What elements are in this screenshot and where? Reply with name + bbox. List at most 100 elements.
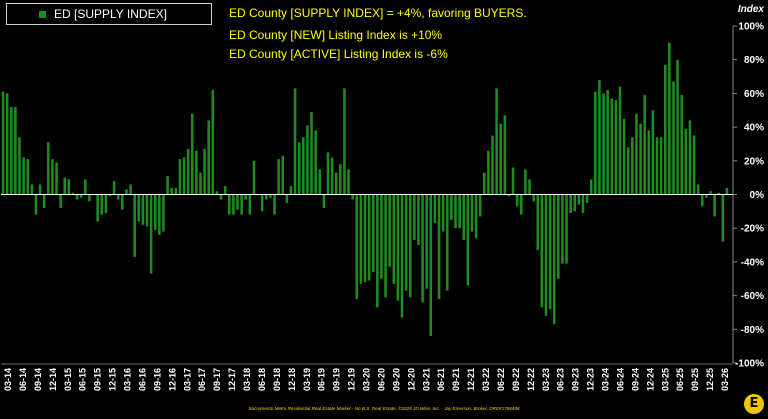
bar — [437, 194, 441, 299]
bar — [585, 194, 589, 203]
x-tick-label: 12-22 — [526, 368, 536, 391]
x-tick-label: 12-16 — [167, 368, 177, 391]
x-tick-label: 06-25 — [675, 368, 685, 391]
bar — [158, 194, 161, 235]
bar — [314, 130, 317, 195]
x-tick-label: 06-19 — [317, 368, 327, 391]
y-axis-title: Index — [738, 4, 765, 15]
x-tick-label: 03-19 — [302, 368, 312, 391]
bar — [672, 81, 675, 195]
bar — [454, 194, 457, 229]
bar — [622, 118, 626, 195]
bar — [302, 137, 305, 195]
bar — [75, 194, 79, 200]
y-tick-label: -20% — [741, 224, 764, 235]
bar — [38, 184, 42, 195]
x-tick-label: 06-22 — [496, 368, 506, 391]
x-tick-label: 12-18 — [287, 368, 297, 391]
bar — [466, 194, 470, 286]
x-tick-label: 12-15 — [108, 368, 118, 391]
bar — [285, 194, 289, 203]
x-tick-label: 09-15 — [93, 368, 103, 391]
bar — [499, 123, 502, 195]
bar — [376, 194, 379, 308]
bar — [166, 175, 169, 195]
x-tick-label: 06-17 — [197, 368, 207, 391]
y-tick-label: -100% — [735, 359, 764, 370]
bar — [692, 135, 696, 195]
bar — [330, 157, 334, 195]
bar — [639, 123, 642, 195]
bar — [248, 194, 252, 215]
bar — [659, 137, 663, 195]
bar — [195, 150, 198, 195]
bar — [474, 194, 478, 239]
bar — [277, 159, 280, 195]
bar — [347, 169, 350, 195]
bar — [548, 194, 552, 310]
bar — [717, 192, 720, 195]
x-tick-label: 12-23 — [586, 368, 596, 391]
bar — [445, 194, 449, 291]
bar — [281, 155, 285, 195]
bar — [618, 86, 622, 195]
bar — [47, 142, 50, 195]
x-tick-label: 09-16 — [152, 368, 162, 391]
bar — [696, 184, 700, 195]
bar — [528, 179, 531, 195]
x-tick-label: 03-22 — [481, 368, 491, 391]
bar — [515, 194, 519, 207]
bar — [367, 194, 371, 281]
bar — [577, 194, 581, 205]
bar — [359, 194, 363, 284]
bar — [108, 194, 112, 197]
bar — [520, 194, 523, 215]
bar — [67, 179, 71, 195]
bar — [396, 194, 400, 301]
y-tick-label: -60% — [741, 291, 764, 302]
bar — [540, 194, 544, 308]
bar — [223, 186, 227, 195]
bar — [544, 194, 548, 316]
bar — [310, 111, 313, 195]
bar — [602, 93, 605, 195]
bar — [260, 194, 264, 212]
bar — [507, 194, 511, 197]
bar — [88, 194, 91, 202]
bar — [343, 88, 346, 195]
bar — [450, 194, 453, 220]
bar — [487, 150, 490, 195]
bar — [688, 120, 692, 195]
x-tick-label: 12-19 — [347, 368, 357, 391]
bar — [318, 169, 322, 195]
y-tick-label: -80% — [741, 325, 764, 336]
bar — [289, 186, 293, 195]
bar — [725, 187, 729, 195]
bar — [236, 194, 239, 210]
x-tick-label: 09-25 — [690, 368, 700, 391]
bar — [42, 194, 46, 208]
bar — [18, 137, 21, 195]
bar — [413, 194, 416, 240]
annotation-active-listing-index: ED County [ACTIVE] Listing Index is -6% — [229, 47, 448, 61]
x-tick-label: 06-15 — [78, 368, 88, 391]
bar — [273, 194, 276, 215]
x-tick-label: 09-20 — [391, 368, 401, 391]
bar — [713, 194, 716, 217]
legend: ED [SUPPLY INDEX] — [6, 3, 212, 25]
bar — [104, 194, 108, 214]
x-tick-label: 12-17 — [227, 368, 237, 391]
bar — [79, 194, 83, 198]
bar — [51, 159, 54, 195]
bar — [400, 194, 404, 318]
bar — [614, 100, 618, 195]
bar — [380, 194, 383, 279]
bar — [433, 194, 437, 224]
x-tick-label: 03-16 — [123, 368, 133, 391]
bar — [240, 194, 243, 215]
x-tick-label: 09-23 — [571, 368, 581, 391]
bar — [199, 172, 202, 195]
bar — [293, 88, 297, 195]
bar — [215, 191, 219, 195]
